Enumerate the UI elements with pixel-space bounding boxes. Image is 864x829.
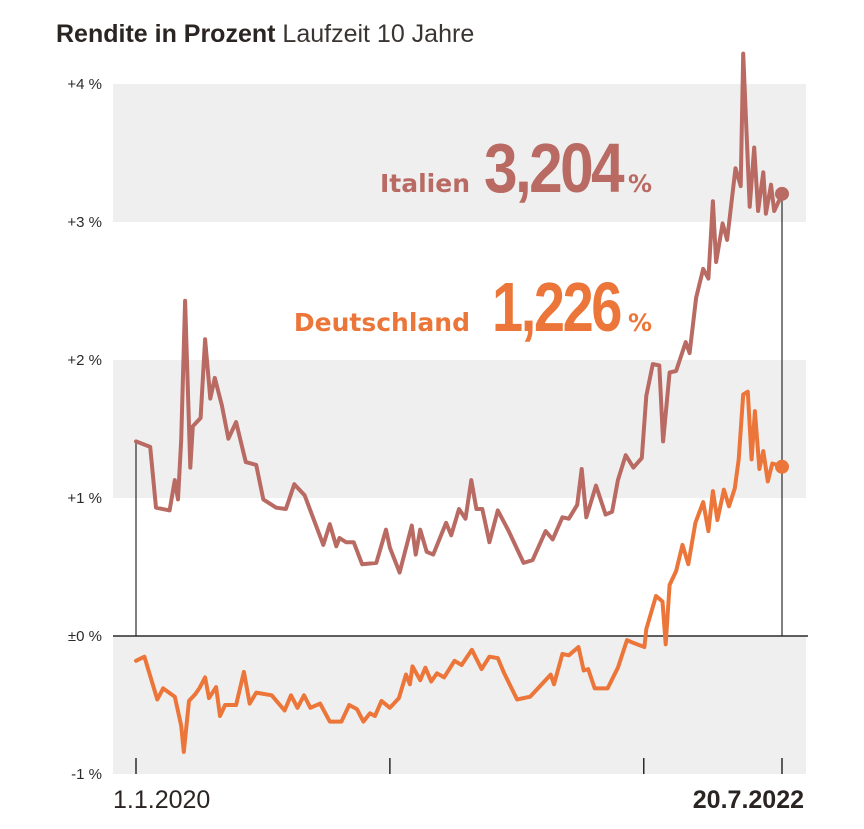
x-tick-label: 1.1.2020: [113, 786, 210, 814]
italy-label: Italien: [380, 169, 470, 198]
band-0: [113, 84, 806, 222]
y-tick-label: +2 %: [67, 352, 102, 369]
y-tick-label: -1 %: [71, 766, 102, 783]
drop-lines: [135, 193, 783, 636]
series-line-italien: [134, 51, 784, 575]
end-markers: [775, 186, 789, 474]
germany-value: 1,226: [492, 268, 621, 346]
y-tick-label: +4 %: [67, 76, 102, 93]
germany-label: Deutschland: [294, 308, 470, 337]
chart-title-sub: Laufzeit 10 Jahre: [282, 20, 475, 48]
x-tick-label: 20.7.2022: [693, 786, 804, 814]
y-tick-label: +1 %: [67, 490, 102, 507]
y-tick-label: +3 %: [67, 214, 102, 231]
end-marker-deutschland: [775, 459, 789, 474]
x-axis: 1.1.2020 20.7.2022: [113, 758, 804, 814]
y-tick-label: ±0 %: [68, 628, 102, 645]
chart-title-main: Rendite in Prozent: [56, 20, 276, 48]
series-line-deutschland: [134, 389, 784, 754]
end-marker-italien: [775, 186, 789, 201]
italy-percent-sign: %: [628, 170, 652, 198]
y-axis-labels: +4 % +3 % +2 % +1 % ±0 % -1 %: [67, 76, 102, 783]
chart-title: Rendite in Prozent Laufzeit 10 Jahre: [56, 20, 474, 49]
germany-percent-sign: %: [628, 309, 652, 337]
series-lines: [134, 51, 784, 754]
italy-value: 3,204: [484, 129, 625, 207]
